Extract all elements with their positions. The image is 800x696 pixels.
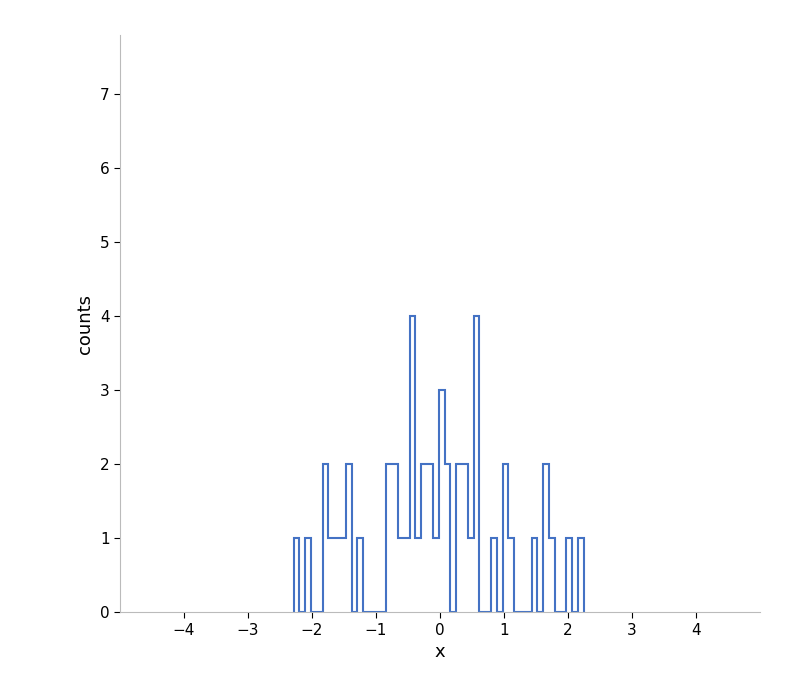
X-axis label: x: x [434,644,446,661]
Y-axis label: counts: counts [76,294,94,354]
